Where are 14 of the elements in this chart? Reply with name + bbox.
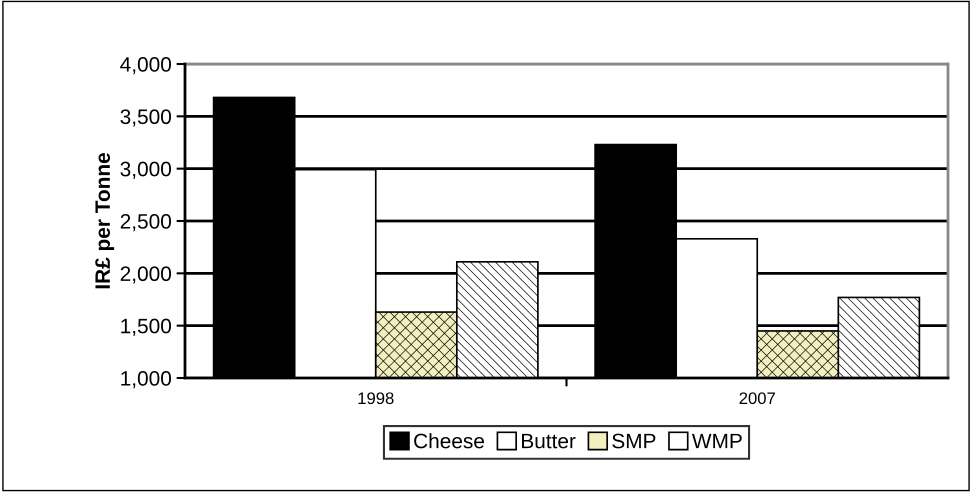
y-tick-label: 4,000 <box>120 57 171 74</box>
legend-label: Butter <box>522 434 576 448</box>
y-tick-label: 3,500 <box>120 109 171 127</box>
legend-label: WMP <box>692 434 742 448</box>
y-tick-label: 3,000 <box>120 162 171 179</box>
y-tick-label: 1,000 <box>121 371 171 388</box>
legend-label: SMP <box>612 434 656 448</box>
y-tick-label: 2,000 <box>120 266 171 284</box>
y-tick-label: 1,500 <box>121 318 171 336</box>
legend-label: Cheese <box>414 433 484 448</box>
x-tick-label: 2007 <box>740 392 775 404</box>
y-tick-label: 2,500 <box>120 214 171 232</box>
y-axis-title: IR£ per Tonne <box>95 153 114 288</box>
x-tick-label: 1998 <box>358 392 394 404</box>
